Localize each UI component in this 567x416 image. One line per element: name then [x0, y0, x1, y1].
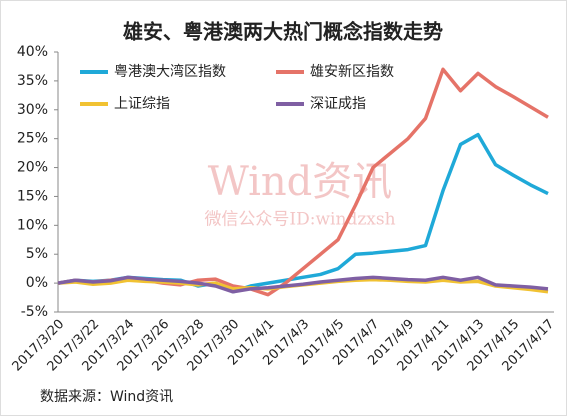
series-line — [57, 275, 549, 294]
y-tick-label: -5% — [21, 304, 48, 320]
y-tick-label: 20% — [17, 160, 48, 176]
legend-label: 粤港澳大湾区指数 — [114, 63, 226, 80]
watermark-sub: 微信公众号ID:windzxsh — [204, 210, 395, 230]
legend-label: 雄安新区指数 — [310, 64, 394, 80]
chart-title: 雄安、粤港澳两大热门概念指数走势 — [122, 20, 443, 44]
y-tick-label: 25% — [17, 131, 48, 147]
y-tick-label: 10% — [17, 217, 48, 233]
watermark: Wind资讯 — [208, 159, 393, 205]
legend-label: 上证综指 — [114, 96, 170, 112]
legend-label: 深证成指 — [310, 96, 366, 112]
y-tick-label: 5% — [26, 246, 48, 262]
y-tick-label: 35% — [17, 73, 48, 89]
y-tick-label: 30% — [17, 102, 48, 118]
source: 数据来源：Wind资讯 — [40, 389, 173, 405]
y-tick-label: 15% — [17, 188, 48, 204]
y-tick-label: 40% — [17, 44, 48, 60]
y-tick-label: 0% — [26, 275, 48, 291]
